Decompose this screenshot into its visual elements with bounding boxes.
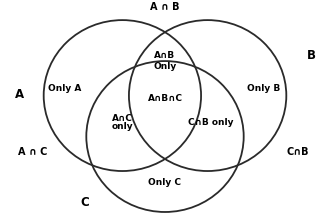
Text: C∩B only: C∩B only [188,118,234,127]
Text: A∩B∩C: A∩B∩C [148,94,182,103]
Text: A: A [15,88,24,101]
Text: B: B [307,49,315,62]
Text: A∩B: A∩B [154,51,176,60]
Text: only: only [112,122,133,131]
Text: Only B: Only B [247,84,280,92]
Text: A ∩ C: A ∩ C [17,147,47,157]
Text: A∩C: A∩C [112,114,133,123]
Text: Only C: Only C [148,178,182,187]
Text: Only: Only [153,62,177,71]
Text: A ∩ B: A ∩ B [150,2,180,12]
Text: C∩B: C∩B [286,147,309,157]
Text: C: C [80,196,89,209]
Text: Only A: Only A [48,84,82,92]
